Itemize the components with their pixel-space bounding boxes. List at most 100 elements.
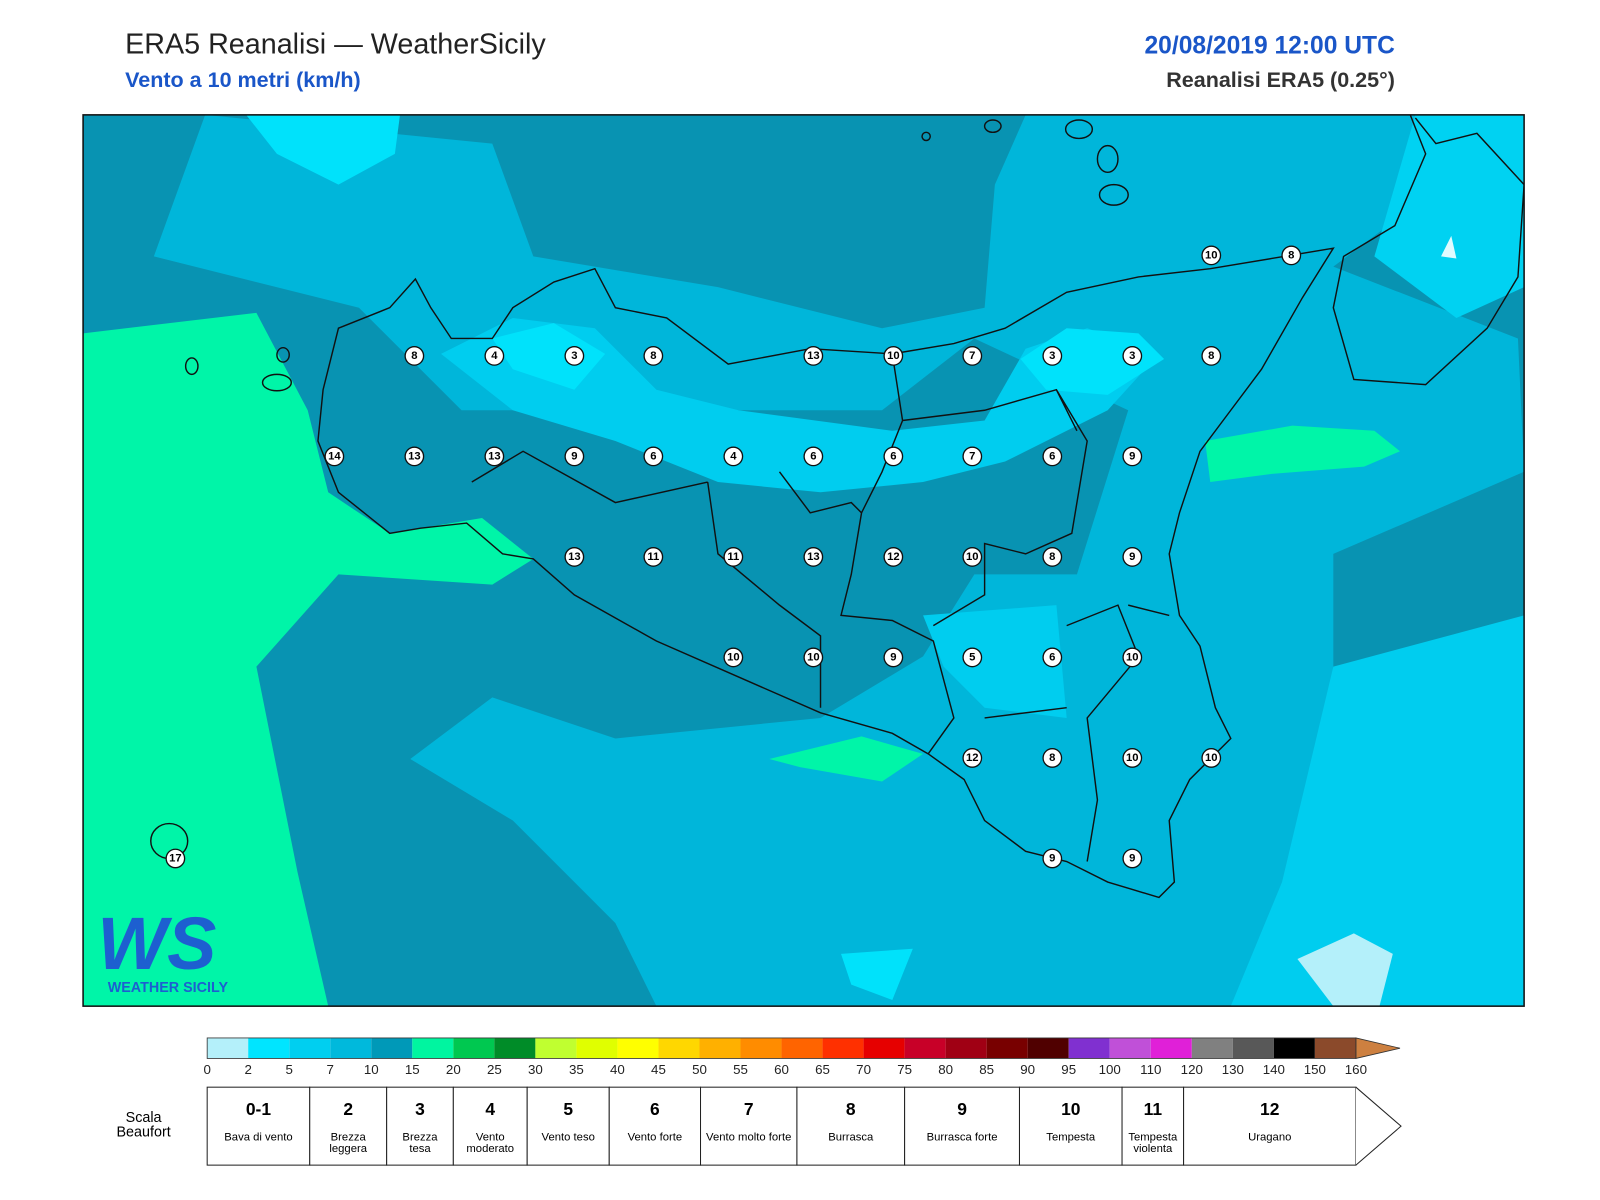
station-marker xyxy=(165,848,186,869)
station-marker xyxy=(1122,848,1143,869)
colorbar-tick-label: 40 xyxy=(610,1062,625,1077)
beaufort-name: Vento forte xyxy=(627,1132,683,1144)
beaufort-name: Burrasca forte xyxy=(926,1132,998,1144)
colorbar-swatch xyxy=(740,1037,782,1059)
colorbar-swatch xyxy=(412,1037,454,1059)
beaufort-name: Brezza tesa xyxy=(402,1132,438,1155)
colorbar-swatch xyxy=(781,1037,823,1059)
station-marker xyxy=(564,446,585,467)
station-marker xyxy=(1281,245,1302,266)
station-value: 9 xyxy=(1129,551,1135,563)
station-marker xyxy=(1042,345,1063,366)
station-marker xyxy=(883,547,904,567)
station-marker xyxy=(962,748,983,768)
station-value: 13 xyxy=(568,551,581,563)
colorbar-swatch xyxy=(248,1037,290,1059)
station-marker xyxy=(962,547,983,567)
station-value: 8 xyxy=(1208,350,1214,362)
colorbar-tick-label: 160 xyxy=(1345,1062,1367,1077)
beaufort-force: 3 xyxy=(415,1099,425,1119)
colorbar-swatch xyxy=(1191,1037,1233,1059)
colorbar-tick-label: 35 xyxy=(569,1062,584,1077)
colorbar-swatch xyxy=(207,1037,249,1059)
station-marker xyxy=(803,345,824,366)
beaufort-name-text: Brezza tesa xyxy=(402,1132,438,1155)
station-value: 3 xyxy=(1129,350,1135,362)
beaufort-force: 10 xyxy=(1061,1099,1080,1119)
colorbar-tick-label: 80 xyxy=(938,1062,953,1077)
beaufort-name: Burrasca xyxy=(828,1132,874,1144)
beaufort-name-text: Brezza leggera xyxy=(329,1132,368,1155)
station-value: 9 xyxy=(1129,450,1135,462)
beaufort-force: 0-1 xyxy=(246,1099,271,1119)
beaufort-force: 11 xyxy=(1144,1099,1163,1119)
station-marker xyxy=(404,446,425,467)
station-value: 6 xyxy=(650,450,656,462)
station-value: 10 xyxy=(807,651,820,663)
colorbar-swatch xyxy=(330,1037,372,1059)
station-value: 13 xyxy=(408,450,421,462)
colorbar-swatch xyxy=(535,1037,577,1059)
title: ERA5 Reanalisi — WeatherSicily xyxy=(125,28,546,60)
beaufort-force: 9 xyxy=(957,1099,967,1119)
colorbar-tick-label: 20 xyxy=(446,1062,461,1077)
station-value: 14 xyxy=(328,450,341,462)
station-marker xyxy=(564,547,585,567)
beaufort-label-text: Scala Beaufort xyxy=(116,1109,171,1140)
beaufort-name-text: Vento forte xyxy=(627,1132,683,1144)
beaufort-name: Vento molto forte xyxy=(706,1132,791,1143)
station-marker xyxy=(1042,848,1063,869)
station-value: 7 xyxy=(969,450,975,462)
colorbar-tick-label: 0 xyxy=(203,1062,210,1077)
station-value: 9 xyxy=(1129,852,1135,864)
beaufort-scale: Scala Beaufort 0-1 Bava di vento 2 Brezza le… xyxy=(116,1086,1402,1166)
colorbar-swatch xyxy=(1027,1037,1069,1059)
station-value: 9 xyxy=(890,651,896,663)
beaufort-label: Scala Beaufort xyxy=(116,1109,171,1140)
station-value: 10 xyxy=(966,551,979,563)
beaufort-force: 7 xyxy=(744,1099,754,1119)
station-value: 8 xyxy=(1049,551,1055,563)
station-value: 12 xyxy=(887,551,900,563)
station-marker xyxy=(962,345,983,366)
colorbar-tick-label: 150 xyxy=(1304,1062,1326,1077)
station-marker xyxy=(1201,245,1222,266)
station-value: 10 xyxy=(1205,752,1218,764)
station-marker xyxy=(803,446,824,467)
station-marker xyxy=(962,446,983,467)
colorbar-swatch xyxy=(1273,1037,1315,1059)
beaufort-name: Brezza leggera xyxy=(329,1132,368,1155)
colorbar-tick-label: 2 xyxy=(244,1062,251,1077)
colorbar-swatch xyxy=(863,1037,905,1059)
station-marker xyxy=(1042,446,1063,467)
beaufort-name-text: Burrasca xyxy=(828,1132,874,1144)
station-marker xyxy=(1042,647,1063,668)
beaufort-name-text: Bava di vento xyxy=(224,1132,293,1144)
colorbar-tick-label: 140 xyxy=(1263,1062,1285,1077)
station-marker xyxy=(1122,647,1143,668)
station-value: 10 xyxy=(1205,249,1218,261)
station-marker xyxy=(643,345,664,366)
map-frame xyxy=(82,114,1525,1007)
wind-field xyxy=(83,114,1525,1007)
colorbar-swatch xyxy=(904,1037,946,1059)
beaufort-box xyxy=(1121,1086,1185,1166)
colorbar-swatch xyxy=(617,1037,659,1059)
beaufort-name-text: Burrasca forte xyxy=(926,1132,998,1144)
logo-name: WEATHER SICILY xyxy=(108,980,229,996)
colorbar-tick-label: 30 xyxy=(528,1062,543,1077)
station-value: 17 xyxy=(169,852,182,864)
colorbar-swatch xyxy=(1109,1037,1151,1059)
colorbar-swatch xyxy=(453,1037,495,1059)
station-marker xyxy=(643,547,664,567)
station-marker xyxy=(1042,748,1063,768)
beaufort-name-text: Tempesta violenta xyxy=(1128,1132,1178,1155)
station-values: 10 8 8 4 3 8 13 10 7 3 3 8 14 13 13 9 6 4 6 6 7 6 9 13 11 11 13 12 1… xyxy=(165,245,1302,869)
colorbar-tick-label: 55 xyxy=(733,1062,748,1077)
colorbar: 0 2 5 7 10 15 20 25 30 35 40 45 50 55 60 65 70 75 80 85 90 95… xyxy=(203,1037,1401,1077)
beaufort-force: 12 xyxy=(1260,1099,1279,1119)
station-value: 3 xyxy=(571,350,577,362)
station-value: 4 xyxy=(491,350,498,362)
